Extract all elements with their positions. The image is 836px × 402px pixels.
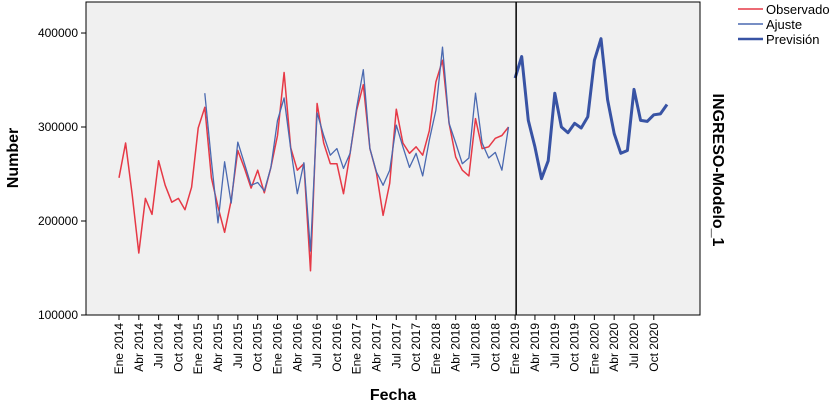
x-tick-label: Abr 2019 [528, 323, 542, 372]
x-tick-label: Abr 2018 [449, 323, 463, 372]
x-tick-label: Abr 2014 [132, 323, 146, 372]
x-tick-label: Oct 2017 [409, 323, 423, 372]
x-tick-label: Oct 2016 [330, 323, 344, 372]
x-tick-label: Abr 2017 [369, 323, 383, 372]
series-lines [118, 37, 669, 272]
y-tick-label: 200000 [38, 214, 78, 228]
legend-label: Observado [766, 2, 830, 17]
y-axis-label: Number [5, 128, 22, 188]
series-line-previsión [513, 37, 669, 181]
series-line-ajuste [204, 46, 510, 252]
legend-label: Previsión [766, 32, 819, 47]
model-label: INGRESO-Modelo_1 [709, 94, 726, 247]
y-tick-label: 400000 [38, 26, 78, 40]
x-tick-label: Ene 2017 [350, 323, 364, 375]
x-tick-label: Jul 2016 [310, 323, 324, 369]
y-axis: 100000 200000 300000 400000 [38, 26, 86, 322]
x-tick-label: Ene 2015 [191, 323, 205, 375]
x-tick-label: Jul 2020 [627, 323, 641, 369]
x-tick-label: Jul 2017 [389, 323, 403, 369]
x-tick-label: Oct 2015 [251, 323, 265, 372]
x-tick-label: Ene 2014 [112, 323, 126, 375]
x-tick-label: Oct 2014 [171, 323, 185, 372]
x-tick-label: Abr 2020 [607, 323, 621, 372]
x-tick-label: Jul 2015 [231, 323, 245, 369]
plot-frame [85, 1, 701, 316]
x-axis-label: Fecha [370, 387, 416, 402]
y-tick-label: 100000 [38, 308, 78, 322]
x-tick-label: Jul 2018 [469, 323, 483, 369]
x-tick-label: Ene 2019 [508, 323, 522, 375]
x-tick-label: Abr 2015 [211, 323, 225, 372]
legend-label: Ajuste [766, 17, 802, 32]
x-axis: Ene 2014 Abr 2014 Jul 2014 Oct 2014 Ene 2015… [112, 315, 661, 374]
x-tick-label: Jul 2014 [152, 323, 166, 369]
x-tick-label: Ene 2016 [270, 323, 284, 375]
x-tick-label: Jul 2019 [548, 323, 562, 369]
x-tick-label: Abr 2016 [290, 323, 304, 372]
plot-area [86, 2, 700, 315]
x-tick-label: Ene 2020 [587, 323, 601, 375]
x-tick-label: Oct 2019 [568, 323, 582, 372]
x-tick-label: Oct 2018 [488, 323, 502, 372]
x-tick-label: Oct 2020 [647, 323, 661, 372]
y-tick-label: 300000 [38, 120, 78, 134]
x-tick-label: Ene 2018 [429, 323, 443, 375]
